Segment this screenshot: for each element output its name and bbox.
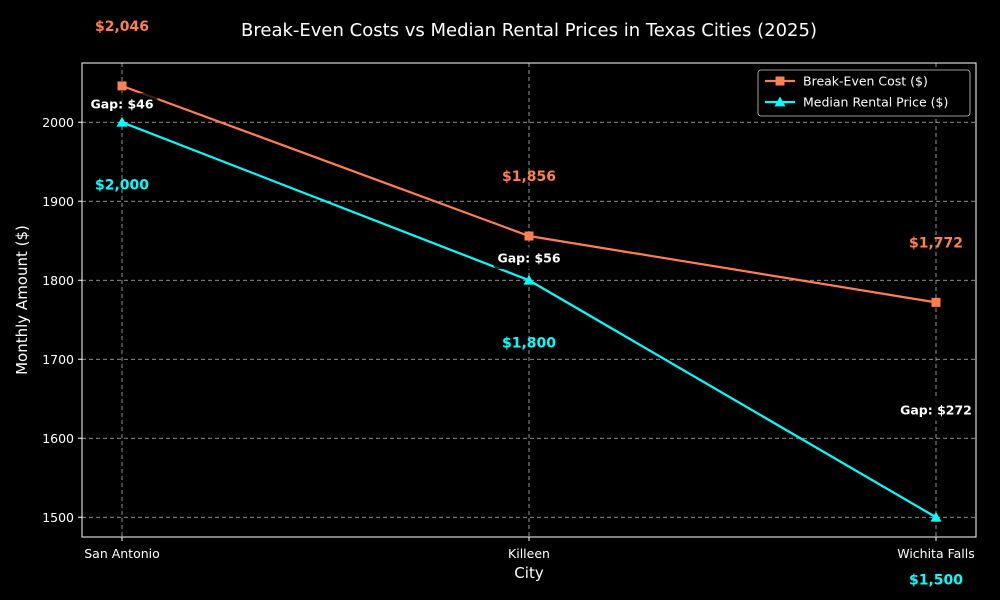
gap-box <box>493 247 565 270</box>
y-tick-label: 1700 <box>42 352 74 367</box>
legend-box <box>757 69 971 117</box>
legend-label-break-even: Break-Even Cost ($) <box>803 74 928 89</box>
data-point-break-even <box>524 231 534 241</box>
legend-marker-break-even <box>775 76 785 86</box>
value-label-break-even: $2,046 <box>95 19 149 35</box>
gap-label: Gap: $46 <box>90 97 153 112</box>
x-axis-ticks: San Antonio Killeen Wichita Falls <box>84 537 975 561</box>
value-label-median-rent: $1,800 <box>502 335 556 351</box>
chart-title: Break-Even Costs vs Median Rental Prices… <box>241 20 817 41</box>
y-axis-label: Monthly Amount ($) <box>13 225 31 375</box>
y-tick-label: 1600 <box>42 431 74 446</box>
y-tick-label: 1900 <box>42 194 74 209</box>
data-point-median-rent <box>116 116 128 127</box>
grid-lines <box>82 63 976 537</box>
gap-box <box>86 93 158 116</box>
data-point-break-even <box>931 297 941 307</box>
y-tick-label: 1500 <box>42 510 74 525</box>
data-point-median-rent <box>523 274 535 285</box>
legend: Break-Even Cost ($) Median Rental Price (… <box>757 69 971 117</box>
x-tick-label: San Antonio <box>84 546 160 561</box>
y-tick-label: 2000 <box>42 115 74 130</box>
y-tick-label: 1800 <box>42 273 74 288</box>
data-point-median-rent <box>930 511 942 522</box>
x-tick-label: Wichita Falls <box>897 546 975 561</box>
gap-box <box>896 398 976 421</box>
gap-label: Gap: $272 <box>900 402 972 417</box>
data-point-break-even <box>117 81 127 91</box>
x-axis-label: City <box>514 564 544 582</box>
y-axis-ticks: 1500 1600 1700 1800 1900 2000 <box>42 115 82 525</box>
gap-label: Gap: $56 <box>497 251 560 266</box>
x-tick-label: Killeen <box>508 546 550 561</box>
gap-annotations: Gap: $46 Gap: $56 Gap: $272 <box>86 93 976 421</box>
series-group <box>116 81 942 522</box>
value-label-median-rent: $1,500 <box>909 572 963 588</box>
legend-marker-median-rent <box>774 96 786 107</box>
legend-label-median-rent: Median Rental Price ($) <box>803 95 948 110</box>
value-labels: $2,046 $1,856 $1,772 $2,000 $1,800 $1,500 <box>95 19 963 588</box>
value-label-median-rent: $2,000 <box>95 177 149 193</box>
value-label-break-even: $1,856 <box>502 169 556 185</box>
value-label-break-even: $1,772 <box>909 235 963 251</box>
